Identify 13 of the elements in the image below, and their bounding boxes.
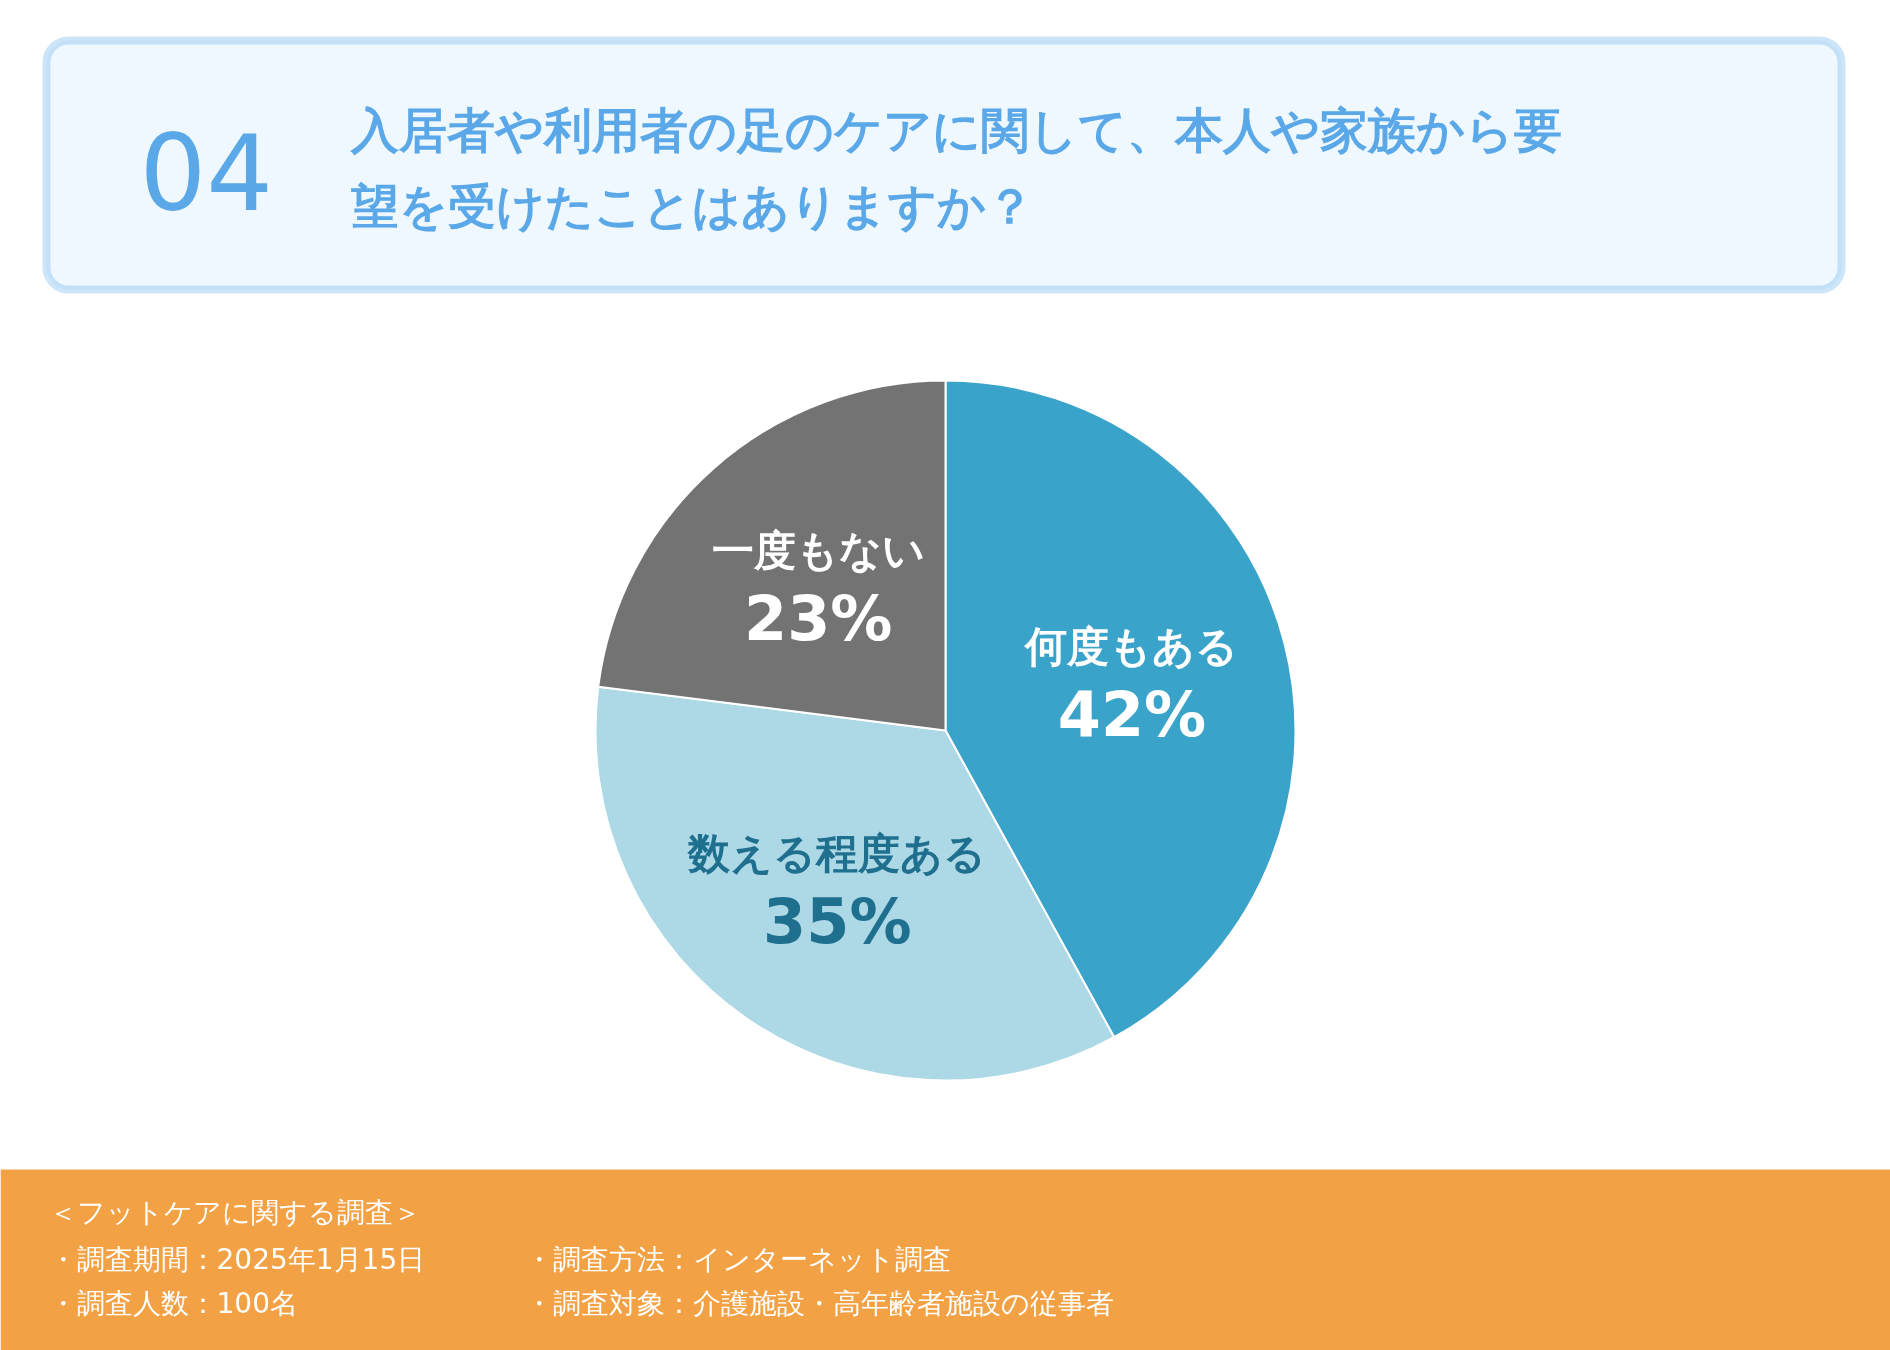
slice-label: 何度もある: [1023, 622, 1239, 672]
slice-label: 数える程度ある: [687, 829, 987, 879]
data-label: 35%: [763, 885, 912, 959]
chart-title: 入居者や利用者の足のケアに関して、本人や家族から要望を受けたことはありますか？: [349, 101, 1562, 234]
text: ・調査方法：インターネット調査: [524, 1243, 951, 1276]
text: ・調査対象：介護施設・高年齢者施設の従事者: [524, 1287, 1114, 1320]
text: ＜フットケアに関する調査＞: [48, 1196, 421, 1229]
data-label: 42%: [1057, 678, 1207, 752]
chart-subtitle: 04: [139, 113, 274, 235]
data-label: 23%: [744, 581, 893, 655]
text: ・調査期間：2025年1月15日: [48, 1243, 426, 1276]
text: ・調査人数：100名: [48, 1287, 298, 1320]
slice-label: 一度もない: [711, 525, 925, 575]
